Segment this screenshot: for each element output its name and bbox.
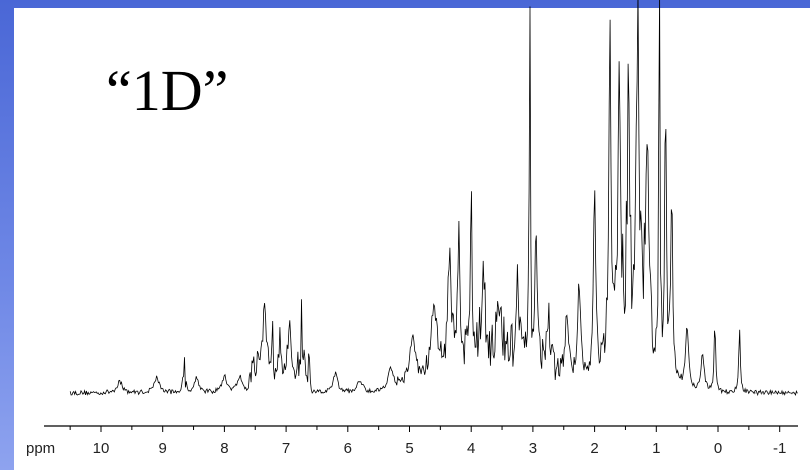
x-tick-label: 2: [590, 440, 598, 457]
x-axis-unit-label: ppm: [26, 440, 55, 457]
x-tick-label: 1: [652, 440, 660, 457]
x-tick-label: 7: [282, 440, 290, 457]
x-tick-label: 8: [220, 440, 228, 457]
x-tick-label: -1: [773, 440, 786, 457]
slide-panel: [14, 8, 810, 470]
slide-title: “1D”: [106, 58, 229, 123]
x-tick-label: 10: [93, 440, 110, 457]
x-tick-label: 6: [344, 440, 352, 457]
spectrum-line: [69, 0, 798, 397]
x-tick-label: 3: [529, 440, 537, 457]
x-tick-label: 4: [467, 440, 475, 457]
x-tick-label: 9: [159, 440, 167, 457]
x-tick-label: 0: [714, 440, 722, 457]
x-tick-label: 5: [405, 440, 413, 457]
